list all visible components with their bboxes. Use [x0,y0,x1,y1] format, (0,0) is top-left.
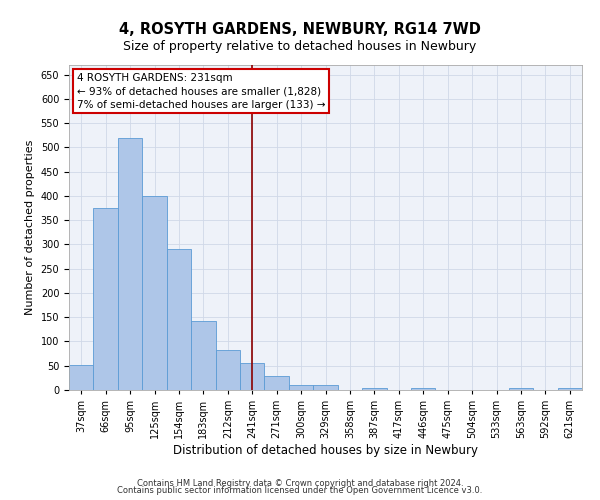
Text: Contains public sector information licensed under the Open Government Licence v3: Contains public sector information licen… [118,486,482,495]
Bar [191,320,215,390]
Bar [142,196,167,390]
Bar [313,384,338,390]
Bar [557,388,582,390]
Bar [509,388,533,390]
Text: Size of property relative to detached houses in Newbury: Size of property relative to detached ho… [124,40,476,53]
Bar [118,138,142,390]
Bar [167,249,191,390]
Bar [94,208,118,390]
Bar [69,366,94,390]
Bar [362,388,386,390]
Bar [240,364,265,390]
Text: Contains HM Land Registry data © Crown copyright and database right 2024.: Contains HM Land Registry data © Crown c… [137,478,463,488]
Bar [289,384,313,390]
Bar [411,388,436,390]
X-axis label: Distribution of detached houses by size in Newbury: Distribution of detached houses by size … [173,444,478,457]
Y-axis label: Number of detached properties: Number of detached properties [25,140,35,315]
Bar [265,376,289,390]
Text: 4 ROSYTH GARDENS: 231sqm
← 93% of detached houses are smaller (1,828)
7% of semi: 4 ROSYTH GARDENS: 231sqm ← 93% of detach… [77,73,325,110]
Text: 4, ROSYTH GARDENS, NEWBURY, RG14 7WD: 4, ROSYTH GARDENS, NEWBURY, RG14 7WD [119,22,481,38]
Bar [215,350,240,390]
